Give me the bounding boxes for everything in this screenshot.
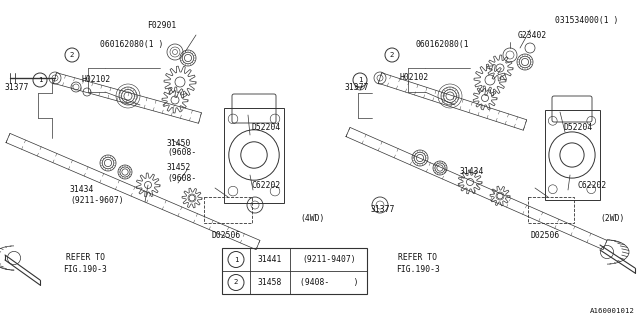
Circle shape: [228, 275, 244, 291]
Circle shape: [65, 48, 79, 62]
Bar: [204, 197, 252, 223]
Text: D52204: D52204: [252, 124, 281, 132]
Circle shape: [353, 73, 367, 87]
Text: FIG.190-3: FIG.190-3: [63, 266, 107, 275]
Text: 031534000(1 ): 031534000(1 ): [555, 15, 618, 25]
Text: REFER TO: REFER TO: [399, 253, 438, 262]
Text: 31434: 31434: [70, 186, 94, 195]
Text: H02102: H02102: [82, 76, 111, 84]
Text: 2: 2: [390, 52, 394, 58]
Text: 1: 1: [358, 77, 362, 83]
Text: G23402: G23402: [518, 30, 547, 39]
Text: 2: 2: [70, 52, 74, 58]
Text: 31377: 31377: [371, 205, 396, 214]
Text: 060162080(1: 060162080(1: [415, 41, 468, 50]
Circle shape: [228, 252, 244, 268]
Text: 1: 1: [38, 77, 42, 83]
Text: 1: 1: [234, 257, 238, 262]
Text: 31377: 31377: [345, 84, 369, 92]
Circle shape: [33, 73, 47, 87]
Bar: [528, 197, 574, 223]
Text: 31452: 31452: [167, 164, 191, 172]
Text: D02506: D02506: [531, 230, 559, 239]
Text: 31458: 31458: [258, 278, 282, 287]
Text: C62202: C62202: [578, 180, 607, 189]
Text: (9211-9407): (9211-9407): [302, 255, 356, 264]
Text: 31441: 31441: [258, 255, 282, 264]
Text: FIG.190-3: FIG.190-3: [396, 266, 440, 275]
Bar: [224, 108, 284, 203]
Text: F02901: F02901: [147, 21, 177, 30]
Bar: [545, 110, 600, 200]
Text: REFER TO: REFER TO: [65, 253, 104, 262]
Text: (9608-: (9608-: [167, 148, 196, 157]
Text: (9408-     ): (9408- ): [300, 278, 358, 287]
Text: D52204: D52204: [563, 124, 592, 132]
Text: (4WD): (4WD): [300, 213, 324, 222]
Text: (9608-: (9608-: [167, 173, 196, 182]
Text: 060162080(1 ): 060162080(1 ): [100, 41, 163, 50]
Text: 31377: 31377: [5, 84, 29, 92]
Text: (9211-9607): (9211-9607): [70, 196, 124, 204]
Text: C62202: C62202: [252, 180, 281, 189]
Text: H02102: H02102: [400, 74, 429, 83]
Text: A160001012: A160001012: [590, 308, 635, 314]
Text: D02506: D02506: [211, 230, 241, 239]
Text: 2: 2: [234, 279, 238, 285]
Circle shape: [385, 48, 399, 62]
Bar: [222, 248, 367, 294]
Text: 31450: 31450: [167, 139, 191, 148]
Text: (2WD): (2WD): [600, 213, 625, 222]
Text: 31434: 31434: [460, 167, 484, 177]
